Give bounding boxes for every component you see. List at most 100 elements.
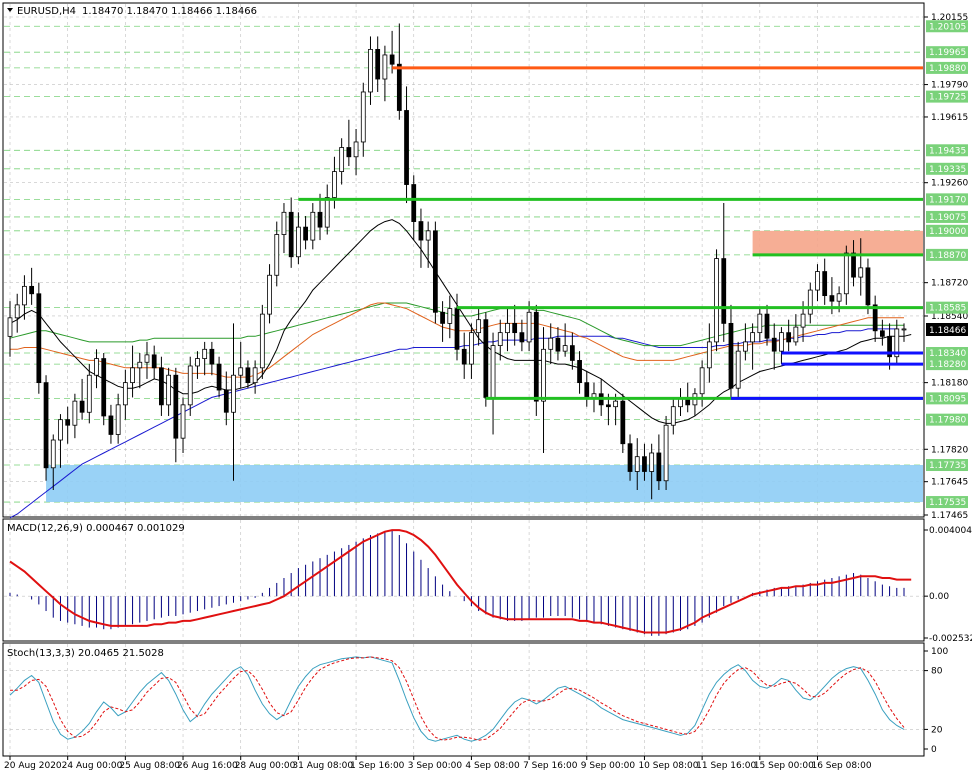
candle-body-bear bbox=[440, 311, 445, 324]
macd-axis: 0.004004 0.00 -0.002532 bbox=[924, 526, 972, 644]
candle bbox=[144, 341, 150, 379]
candle-body-bull bbox=[670, 406, 676, 426]
candle-body-bull bbox=[231, 374, 236, 413]
macd-tick-label: -0.002532 bbox=[929, 634, 972, 644]
price-zones bbox=[46, 230, 923, 503]
stoch-tick-label: 80 bbox=[931, 667, 943, 677]
level-badge bbox=[926, 90, 968, 103]
time-tick-label: 15 Sep 00:00 bbox=[754, 761, 814, 771]
candle bbox=[216, 356, 222, 398]
candle-body-bull bbox=[324, 197, 330, 228]
current-price-badge bbox=[926, 323, 968, 336]
candle-body-bull bbox=[793, 326, 799, 343]
candle-body-bear bbox=[151, 354, 157, 369]
candle bbox=[815, 264, 820, 302]
candle bbox=[411, 175, 417, 241]
candle bbox=[764, 304, 770, 346]
candle-body-bear bbox=[29, 285, 35, 295]
level-badge bbox=[926, 46, 968, 59]
candle-body-bear bbox=[36, 293, 42, 384]
price-tick-label: 1.19615 bbox=[931, 113, 968, 123]
level-badge bbox=[926, 413, 968, 426]
price-tick-label: 1.18720 bbox=[931, 279, 968, 289]
candle-body-bear bbox=[569, 345, 575, 361]
candle bbox=[642, 443, 647, 481]
stochastic-indicator bbox=[4, 656, 923, 742]
candle bbox=[656, 434, 662, 491]
stoch-title: Stoch(13,3,3) 20.0465 21.5028 bbox=[7, 648, 164, 659]
candle-body-bear bbox=[721, 258, 727, 324]
candle-body-bear bbox=[728, 322, 734, 389]
candle bbox=[822, 258, 828, 305]
level-badge-label: 1.20105 bbox=[929, 22, 966, 32]
candle-body-bear bbox=[461, 348, 467, 365]
candle-body-bull bbox=[779, 332, 784, 352]
candle-body-bear bbox=[887, 335, 892, 358]
candle bbox=[743, 323, 748, 361]
time-tick-label: 28 Aug 00:00 bbox=[235, 761, 296, 771]
candle-body-bear bbox=[764, 313, 770, 339]
macd-tick-label: 0.00 bbox=[929, 592, 949, 602]
stoch-tick-label: 0 bbox=[931, 745, 937, 755]
candle-body-bull bbox=[750, 332, 755, 343]
candle bbox=[461, 332, 467, 379]
candle bbox=[555, 327, 561, 361]
candle-body-bull bbox=[310, 211, 316, 241]
candle bbox=[166, 367, 171, 416]
candle bbox=[209, 341, 215, 376]
candle-body-bull bbox=[115, 404, 121, 435]
candle-body-bull bbox=[836, 293, 842, 302]
candle-body-bull bbox=[339, 147, 345, 172]
candle bbox=[771, 323, 777, 370]
level-badge-label: 1.19000 bbox=[929, 227, 966, 237]
candle bbox=[627, 434, 633, 481]
candle-body-bear bbox=[404, 110, 409, 185]
time-tick-label: 24 Aug 00:00 bbox=[62, 761, 123, 771]
candle-body-bull bbox=[252, 367, 258, 384]
candle bbox=[807, 282, 813, 324]
candle-body-bull bbox=[663, 424, 669, 482]
candle-body-bull bbox=[894, 328, 900, 358]
candle bbox=[122, 369, 128, 420]
level-badge-label: 1.18095 bbox=[929, 394, 966, 404]
candle-body-bull bbox=[296, 226, 301, 258]
candle-body-bull bbox=[634, 456, 640, 472]
candle bbox=[267, 264, 272, 324]
candle-body-bear bbox=[303, 226, 308, 241]
stoch-tick-label: 100 bbox=[931, 647, 948, 657]
candle-body-bear bbox=[389, 54, 395, 65]
candle-body-bear bbox=[865, 267, 871, 306]
candle bbox=[706, 323, 712, 383]
time-tick-label: 10 Sep 08:00 bbox=[638, 761, 698, 771]
candle-body-bull bbox=[490, 345, 496, 398]
stoch-axis: 100 80 20 0 bbox=[924, 647, 948, 755]
candle bbox=[202, 341, 208, 376]
symbol-menu-triangle-icon[interactable] bbox=[7, 8, 13, 12]
candle bbox=[548, 323, 554, 365]
level-badge bbox=[926, 392, 968, 405]
price-tick-label: 1.20155 bbox=[931, 13, 968, 23]
level-badge bbox=[926, 459, 968, 472]
candle-body-bull bbox=[548, 337, 554, 350]
time-tick-label: 26 Aug 16:00 bbox=[177, 761, 238, 771]
candle-body-bear bbox=[375, 48, 381, 80]
candle bbox=[670, 397, 676, 435]
candle bbox=[72, 393, 78, 439]
candle bbox=[779, 327, 784, 365]
candle bbox=[368, 36, 373, 105]
level-badge-label: 1.17535 bbox=[929, 498, 966, 508]
level-badge bbox=[926, 248, 968, 261]
candle-body-bear bbox=[173, 374, 179, 439]
level-badge bbox=[926, 61, 968, 74]
candle-body-bull bbox=[562, 345, 568, 352]
level-badge-label: 1.19335 bbox=[929, 165, 966, 175]
candle-body-bull bbox=[72, 400, 78, 426]
price-tick-label: 1.19260 bbox=[931, 179, 968, 189]
candle bbox=[303, 216, 308, 250]
candle-body-bear bbox=[101, 358, 107, 417]
level-badge bbox=[926, 144, 968, 157]
candle-body-bull bbox=[901, 328, 907, 331]
candle bbox=[577, 351, 582, 394]
candle bbox=[901, 323, 907, 342]
